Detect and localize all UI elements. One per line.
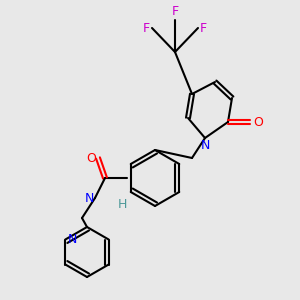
Text: N: N: [200, 139, 210, 152]
Text: O: O: [253, 116, 263, 128]
Text: F: F: [200, 22, 207, 34]
Text: F: F: [143, 22, 150, 34]
Text: F: F: [171, 5, 178, 18]
Text: N: N: [85, 191, 94, 205]
Text: H: H: [118, 199, 128, 212]
Text: O: O: [86, 152, 96, 164]
Text: N: N: [67, 233, 77, 246]
